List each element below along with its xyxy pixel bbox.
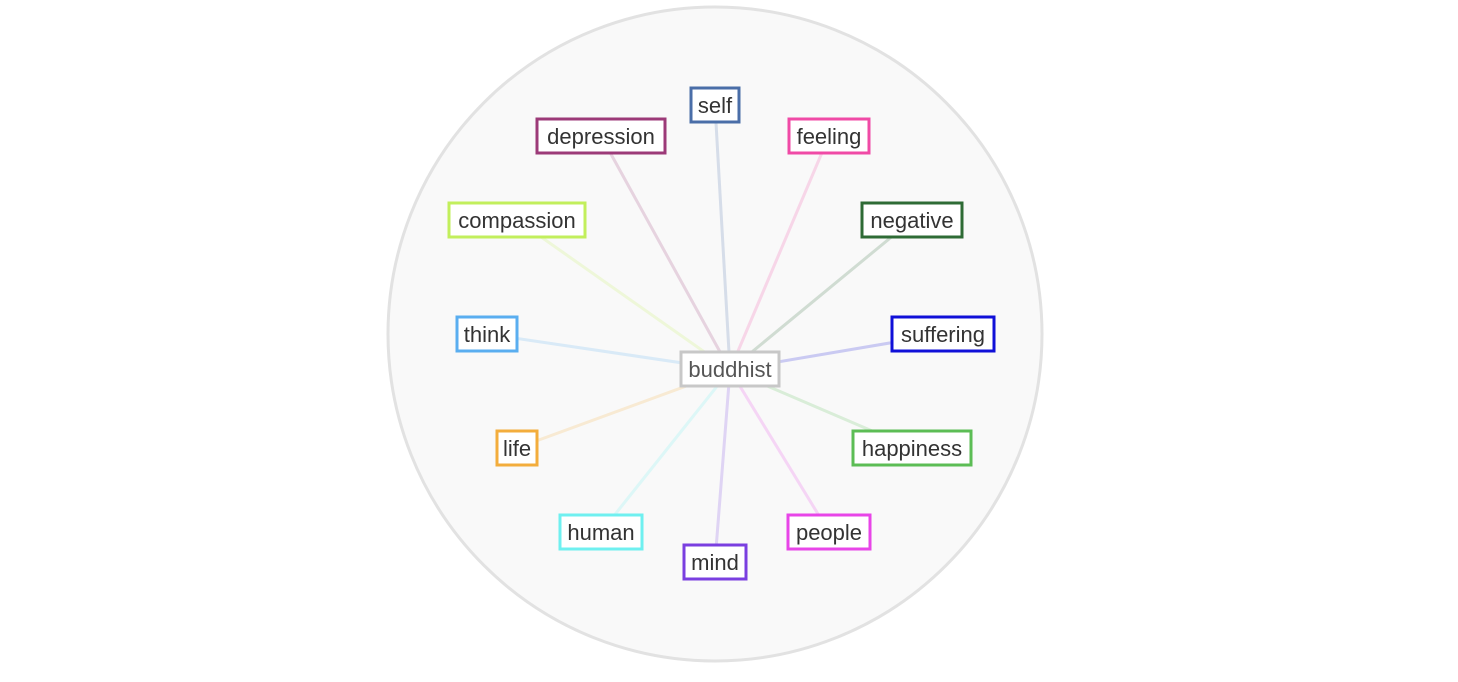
center-node-buddhist-box [679, 350, 781, 388]
node-life-box [495, 429, 539, 467]
node-feeling[interactable]: feeling [787, 117, 871, 155]
edge-self [713, 104, 732, 371]
node-suffering[interactable]: suffering [890, 315, 996, 353]
edge-negative [729, 218, 913, 372]
node-depression-label: depression [547, 124, 655, 149]
network-background-circle [386, 5, 1044, 663]
node-think[interactable]: think [455, 315, 519, 353]
node-negative-label: negative [870, 208, 953, 233]
edge-mind [713, 369, 732, 563]
node-human-label: human [567, 520, 634, 545]
node-happiness-label: happiness [862, 436, 962, 461]
node-mind[interactable]: mind [682, 543, 748, 581]
node-people[interactable]: people [786, 513, 872, 551]
node-life[interactable]: life [495, 429, 539, 467]
node-negative-box [860, 201, 964, 239]
node-people-box [786, 513, 872, 551]
node-think-box [455, 315, 519, 353]
node-self-box [689, 86, 741, 124]
center-node-buddhist-label: buddhist [688, 357, 771, 382]
edge-feeling [728, 135, 831, 371]
center-node-buddhist[interactable]: buddhist [679, 350, 781, 388]
node-happiness-box [851, 429, 973, 467]
node-suffering-box [890, 315, 996, 353]
node-mind-box [682, 543, 748, 581]
edge-human [599, 369, 732, 533]
node-mind-label: mind [691, 550, 739, 575]
edge-people [728, 369, 831, 533]
node-negative[interactable]: negative [860, 201, 964, 239]
node-life-label: life [503, 436, 531, 461]
node-compassion-box [447, 201, 587, 239]
node-happiness[interactable]: happiness [851, 429, 973, 467]
edge-depression [599, 135, 732, 371]
node-feeling-box [787, 117, 871, 155]
node-human-box [558, 513, 644, 551]
node-suffering-label: suffering [901, 322, 985, 347]
node-depression[interactable]: depression [535, 117, 667, 155]
node-human[interactable]: human [558, 513, 644, 551]
network-nodes: self feeling negative suffering happiness peo… [447, 86, 996, 581]
node-people-label: people [796, 520, 862, 545]
edge-compassion [516, 218, 731, 372]
node-feeling-label: feeling [797, 124, 862, 149]
node-think-label: think [464, 322, 511, 347]
node-depression-box [535, 117, 667, 155]
node-self-label: self [698, 93, 733, 118]
node-compassion[interactable]: compassion [447, 201, 587, 239]
node-compassion-label: compassion [458, 208, 575, 233]
node-self[interactable]: self [689, 86, 741, 124]
